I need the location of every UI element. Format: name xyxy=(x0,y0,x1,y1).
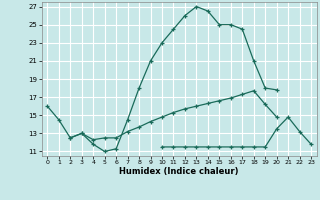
X-axis label: Humidex (Indice chaleur): Humidex (Indice chaleur) xyxy=(119,167,239,176)
